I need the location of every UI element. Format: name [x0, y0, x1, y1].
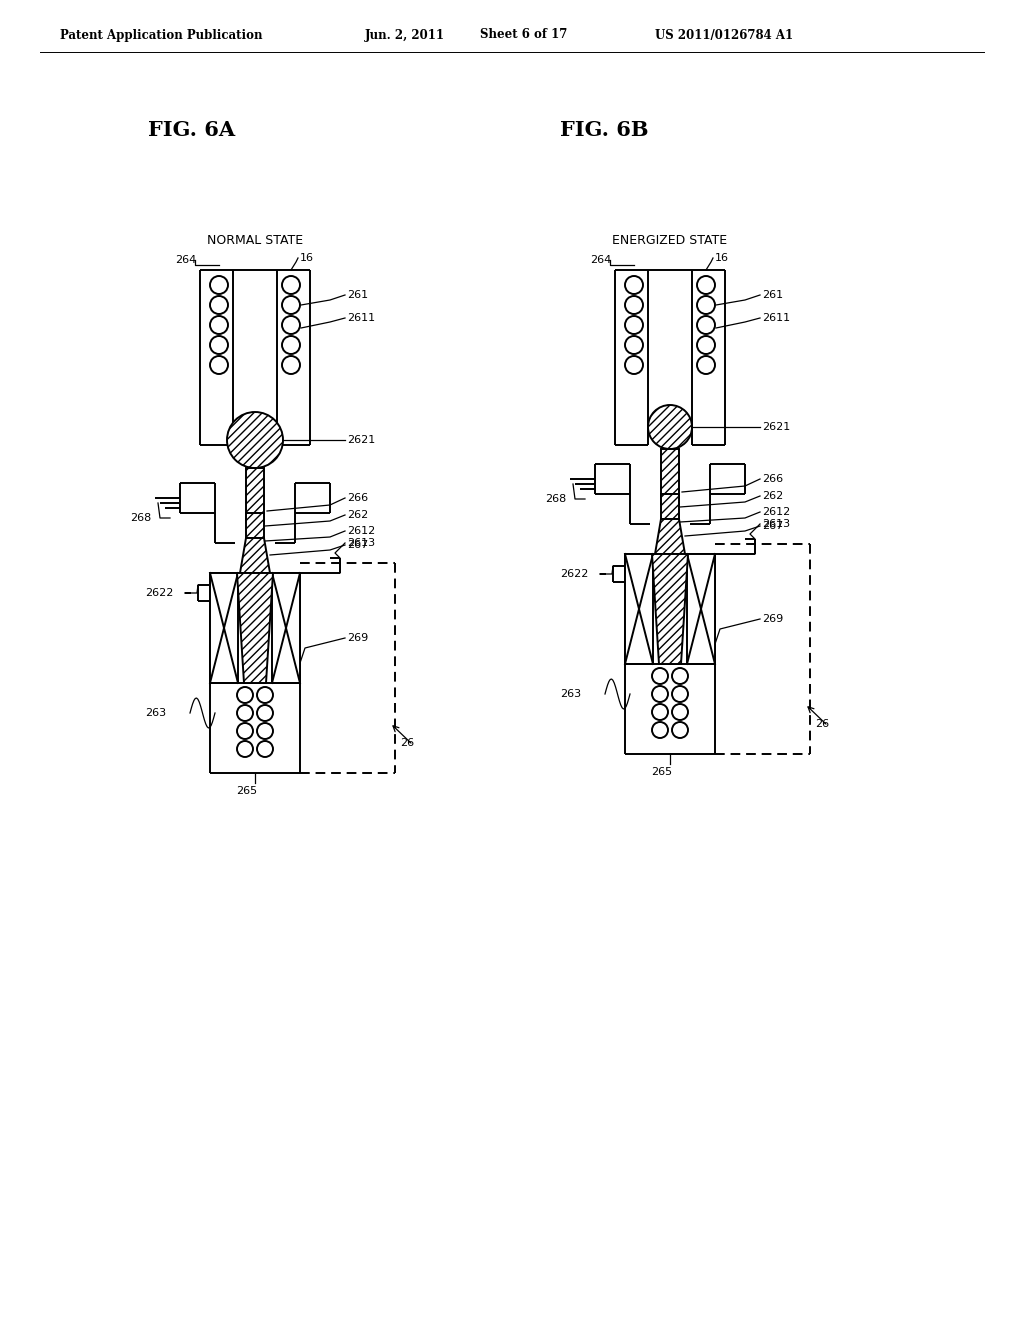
Circle shape	[210, 356, 228, 374]
Circle shape	[210, 296, 228, 314]
Bar	[662, 449, 679, 504]
Text: 264: 264	[590, 255, 611, 265]
Text: 16: 16	[300, 253, 314, 263]
Text: ENERGIZED STATE: ENERGIZED STATE	[612, 234, 728, 247]
Text: US 2011/0126784 A1: US 2011/0126784 A1	[655, 29, 794, 41]
Circle shape	[625, 356, 643, 374]
Circle shape	[697, 276, 715, 294]
Text: FIG. 6B: FIG. 6B	[560, 120, 648, 140]
Text: Jun. 2, 2011: Jun. 2, 2011	[365, 29, 445, 41]
Circle shape	[672, 722, 688, 738]
Bar	[625, 554, 653, 664]
Circle shape	[648, 405, 692, 449]
Text: 2613: 2613	[762, 519, 791, 529]
Bar	[687, 554, 715, 664]
Bar	[246, 513, 264, 539]
Circle shape	[210, 315, 228, 334]
Circle shape	[697, 337, 715, 354]
Circle shape	[282, 296, 300, 314]
Text: 262: 262	[762, 491, 783, 502]
Circle shape	[652, 668, 668, 684]
Text: 2613: 2613	[347, 539, 375, 548]
Text: 263: 263	[145, 708, 166, 718]
Circle shape	[237, 705, 253, 721]
Bar	[210, 573, 238, 682]
Polygon shape	[240, 539, 270, 573]
Circle shape	[257, 686, 273, 704]
Text: Patent Application Publication: Patent Application Publication	[60, 29, 262, 41]
Polygon shape	[655, 519, 685, 554]
Circle shape	[625, 337, 643, 354]
Circle shape	[652, 704, 668, 719]
Circle shape	[625, 315, 643, 334]
Text: 2622: 2622	[145, 587, 173, 598]
Circle shape	[237, 686, 253, 704]
Text: 267: 267	[762, 521, 783, 531]
Circle shape	[672, 668, 688, 684]
Text: 261: 261	[347, 290, 368, 300]
Text: 2611: 2611	[347, 313, 375, 323]
Circle shape	[282, 276, 300, 294]
Text: Sheet 6 of 17: Sheet 6 of 17	[480, 29, 567, 41]
Text: 266: 266	[762, 474, 783, 484]
Bar	[246, 469, 264, 523]
Text: 26: 26	[815, 719, 829, 729]
Circle shape	[282, 315, 300, 334]
Circle shape	[652, 686, 668, 702]
Text: 2621: 2621	[347, 436, 375, 445]
Circle shape	[257, 741, 273, 756]
Bar	[272, 573, 300, 682]
Text: 16: 16	[715, 253, 729, 263]
Circle shape	[697, 356, 715, 374]
Text: NORMAL STATE: NORMAL STATE	[207, 234, 303, 247]
Circle shape	[237, 723, 253, 739]
Circle shape	[237, 741, 253, 756]
Text: 265: 265	[651, 767, 673, 777]
Circle shape	[672, 686, 688, 702]
Circle shape	[227, 412, 283, 469]
Circle shape	[652, 722, 668, 738]
Circle shape	[697, 296, 715, 314]
Text: 268: 268	[545, 494, 566, 504]
Circle shape	[625, 296, 643, 314]
Text: 2621: 2621	[762, 422, 791, 432]
Circle shape	[210, 337, 228, 354]
Text: 268: 268	[130, 513, 152, 523]
Text: 2612: 2612	[762, 507, 791, 517]
Text: 263: 263	[560, 689, 582, 700]
Circle shape	[257, 705, 273, 721]
Text: 266: 266	[347, 492, 368, 503]
Text: 261: 261	[762, 290, 783, 300]
Circle shape	[257, 723, 273, 739]
Circle shape	[282, 337, 300, 354]
Circle shape	[210, 276, 228, 294]
Circle shape	[625, 276, 643, 294]
Circle shape	[282, 356, 300, 374]
Text: 262: 262	[347, 510, 369, 520]
Polygon shape	[237, 573, 273, 682]
Text: 269: 269	[762, 614, 783, 624]
Text: 264: 264	[175, 255, 197, 265]
Text: 2611: 2611	[762, 313, 791, 323]
Circle shape	[672, 704, 688, 719]
Circle shape	[697, 315, 715, 334]
Text: 2612: 2612	[347, 525, 375, 536]
Text: 267: 267	[347, 540, 369, 550]
Bar	[662, 494, 679, 519]
Text: 265: 265	[237, 785, 258, 796]
Polygon shape	[652, 554, 688, 664]
Text: 2622: 2622	[560, 569, 589, 579]
Text: 26: 26	[400, 738, 414, 748]
Text: FIG. 6A: FIG. 6A	[148, 120, 236, 140]
Text: 269: 269	[347, 634, 369, 643]
